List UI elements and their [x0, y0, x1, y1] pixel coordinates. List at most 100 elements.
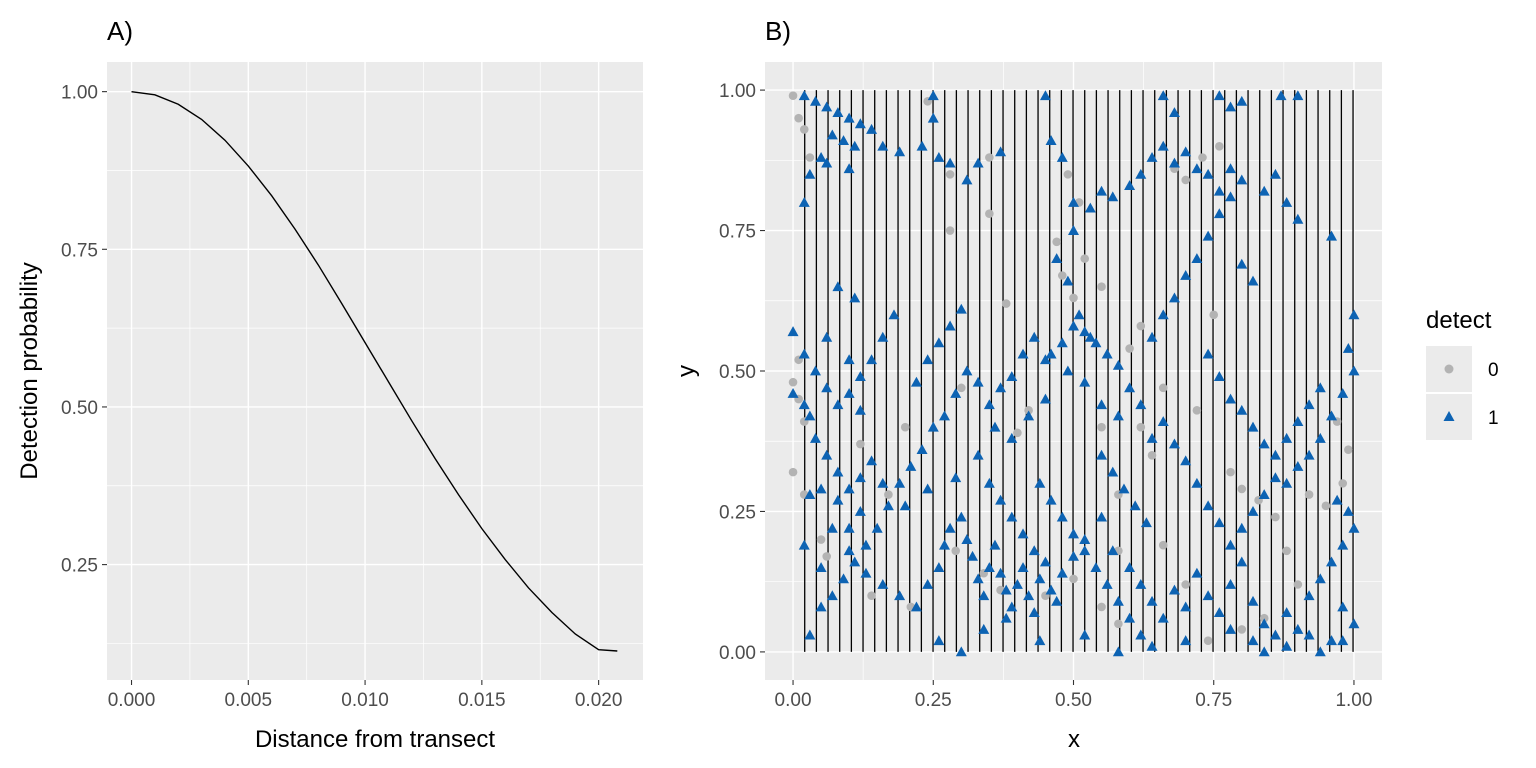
point-detect-1	[1337, 387, 1349, 398]
point-detect-1	[1213, 371, 1225, 382]
point-detect-1	[995, 567, 1007, 578]
point-detect-0	[1226, 467, 1235, 477]
point-detect-0	[1097, 282, 1106, 292]
point-detect-1	[995, 382, 1007, 393]
point-detect-1	[1039, 90, 1051, 101]
point-detect-1	[815, 152, 827, 162]
point-detect-1	[910, 601, 922, 612]
point-detect-1	[1157, 309, 1169, 320]
point-detect-1	[1045, 494, 1057, 505]
point-detect-0	[856, 439, 865, 449]
point-detect-1	[1157, 416, 1169, 426]
point-detect-1	[1017, 528, 1029, 539]
point-detect-1	[978, 590, 990, 601]
point-detect-1	[950, 472, 962, 483]
point-detect-0	[951, 546, 961, 556]
point-detect-1	[1107, 545, 1119, 556]
point-detect-1	[894, 146, 906, 157]
point-detect-1	[995, 494, 1007, 505]
a-x-tick-label: 0.000	[108, 690, 156, 711]
point-detect-1	[1011, 578, 1023, 589]
point-detect-1	[922, 578, 934, 589]
point-detect-1	[798, 90, 810, 101]
panel-b-label: B)	[765, 16, 791, 46]
point-detect-1	[815, 483, 827, 494]
panel-a-label: A)	[107, 16, 133, 46]
point-detect-0	[945, 226, 955, 235]
panel-a-plot-background	[107, 62, 643, 680]
point-detect-1	[1124, 612, 1136, 623]
point-detect-1	[983, 562, 995, 573]
point-detect-0	[788, 377, 798, 387]
point-detect-1	[1225, 623, 1237, 634]
point-detect-1	[809, 95, 821, 106]
a-x-tick-label: 0.005	[225, 690, 273, 711]
point-detect-0	[1001, 299, 1011, 308]
point-detect-1	[1090, 337, 1102, 348]
point-detect-0	[1125, 344, 1134, 353]
point-detect-1	[922, 354, 934, 365]
point-detect-1	[1124, 562, 1136, 573]
point-detect-0	[1237, 625, 1247, 634]
point-detect-1	[1180, 269, 1192, 280]
point-detect-1	[1236, 95, 1248, 106]
point-detect-1	[1079, 326, 1091, 337]
point-detect-1	[1281, 640, 1293, 651]
point-detect-1	[787, 326, 799, 337]
point-detect-0	[1321, 501, 1331, 511]
point-detect-1	[972, 157, 984, 168]
point-detect-1	[1112, 359, 1124, 370]
point-detect-1	[843, 545, 855, 556]
point-detect-1	[1045, 348, 1057, 359]
point-detect-1	[1101, 348, 1113, 359]
b-x-tick-label: 0.75	[1195, 690, 1232, 711]
point-detect-1	[1236, 556, 1248, 567]
point-detect-1	[1068, 528, 1079, 539]
point-detect-1	[826, 590, 838, 601]
point-detect-1	[955, 511, 967, 522]
point-detect-1	[882, 500, 894, 511]
point-detect-1	[877, 578, 889, 589]
point-detect-1	[849, 292, 861, 303]
point-detect-1	[1326, 556, 1338, 567]
point-detect-1	[927, 90, 939, 101]
point-detect-1	[1258, 618, 1270, 629]
point-detect-1	[1202, 168, 1214, 179]
b-x-tick-label: 1.00	[1335, 690, 1372, 711]
legend-title: detect	[1426, 307, 1492, 334]
point-detect-1	[1028, 331, 1040, 342]
point-detect-0	[799, 125, 809, 134]
point-detect-1	[955, 646, 967, 657]
point-detect-1	[1006, 601, 1018, 612]
point-detect-1	[933, 562, 945, 573]
point-detect-1	[1146, 640, 1158, 651]
point-detect-0	[816, 535, 826, 544]
point-detect-1	[832, 494, 844, 505]
point-detect-1	[1146, 331, 1158, 342]
point-detect-1	[1258, 646, 1270, 657]
point-detect-1	[961, 174, 973, 185]
point-detect-1	[1039, 354, 1051, 365]
point-detect-1	[1034, 635, 1046, 646]
point-detect-1	[1112, 646, 1124, 657]
point-detect-1	[843, 163, 855, 174]
point-detect-1	[1236, 522, 1248, 533]
legend-circle-marker	[1444, 364, 1454, 374]
point-detect-1	[1247, 635, 1259, 646]
point-detect-1	[1281, 196, 1293, 207]
point-detect-1	[1281, 477, 1293, 488]
point-detect-1	[1337, 601, 1349, 612]
point-detect-1	[1202, 590, 1214, 601]
panel-b: B) 0.00 0.25 0.50 0.75 1.00 0.00 0.25 0.50 0.75…	[673, 16, 1382, 753]
panel-a-major-grid	[107, 62, 643, 680]
point-detect-1	[1326, 635, 1338, 646]
point-detect-1	[1202, 348, 1214, 359]
point-detect-0	[985, 209, 994, 218]
point-detect-1	[1342, 505, 1354, 516]
point-detect-1	[866, 455, 878, 466]
point-detect-1	[804, 168, 816, 179]
point-detect-1	[1258, 489, 1270, 499]
point-detect-1	[1124, 382, 1136, 393]
panel-a-y-ticks: 0.25 0.50 0.75 1.00	[61, 83, 107, 577]
point-detect-1	[866, 123, 878, 134]
